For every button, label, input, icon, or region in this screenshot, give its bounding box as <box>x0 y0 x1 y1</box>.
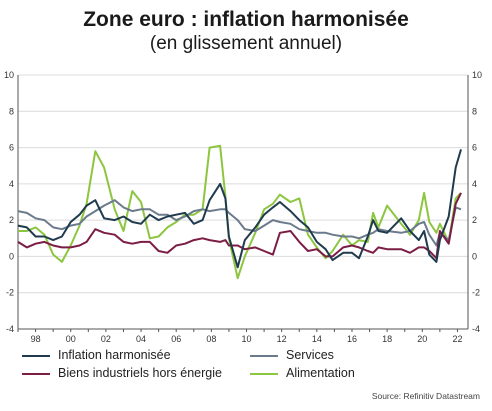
y-tick-label-left: 8 <box>9 106 14 116</box>
x-tick-label: 14 <box>312 334 322 344</box>
series-line-2 <box>17 199 462 247</box>
y-tick-label-left: 4 <box>9 179 14 189</box>
y-tick-label-left: 6 <box>9 143 14 153</box>
x-tick-label: 08 <box>206 334 216 344</box>
series-lines <box>17 144 462 280</box>
y-tick-label-left: -4 <box>6 324 14 334</box>
x-tick-label: 18 <box>382 334 392 344</box>
x-tick-label: 02 <box>101 334 111 344</box>
y-tick-label-right: 4 <box>472 179 477 189</box>
chart-subtitle: (en glissement annuel) <box>149 33 343 54</box>
y-tick-label-right: 10 <box>472 70 482 80</box>
x-tick-label: 98 <box>31 334 41 344</box>
y-tick-label-left: -2 <box>6 288 14 298</box>
y-tick-label-right: -2 <box>472 288 480 298</box>
axes <box>17 75 469 332</box>
x-tick-label: 20 <box>417 334 427 344</box>
y-tick-label-left: 2 <box>9 215 14 225</box>
y-tick-label-left: 10 <box>4 70 14 80</box>
chart-title: Zone euro : inflation harmonisée <box>83 8 409 31</box>
x-tick-label: 00 <box>66 334 76 344</box>
y-tick-label-right: -4 <box>472 324 480 334</box>
x-tick-label: 22 <box>452 334 462 344</box>
y-tick-label-right: 2 <box>472 215 477 225</box>
y-tick-label-right: 8 <box>472 106 477 116</box>
gridlines <box>18 74 468 330</box>
x-tick-label: 06 <box>171 334 181 344</box>
series-line-3 <box>18 144 462 280</box>
y-tick-label-left: 0 <box>9 251 14 261</box>
series-line-1 <box>17 192 462 260</box>
x-tick-label: 10 <box>242 334 252 344</box>
x-tick-label: 12 <box>277 334 287 344</box>
x-tick-label: 04 <box>136 334 146 344</box>
y-tick-label-right: 6 <box>472 143 477 153</box>
x-tick-label: 16 <box>347 334 357 344</box>
y-tick-label-right: 0 <box>472 251 477 261</box>
source-note: Source: Refinitiv Datastream <box>371 391 480 401</box>
series-line-0 <box>17 149 462 269</box>
